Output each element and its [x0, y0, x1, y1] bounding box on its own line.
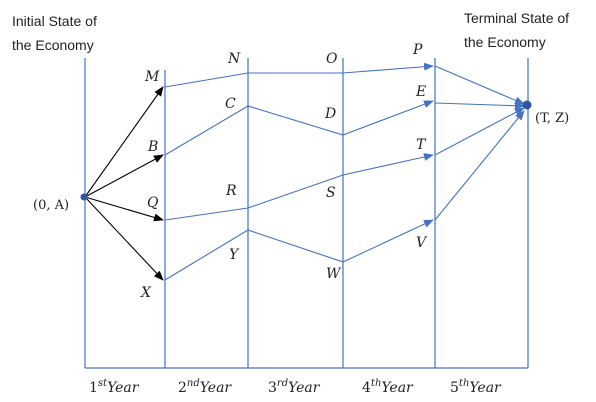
node-label-W: W: [326, 266, 342, 282]
node-label-P: P: [412, 42, 423, 58]
arrow-A-Q: [84, 196, 164, 222]
year-label-5: 5thYear: [450, 378, 502, 396]
arrow-E-Z: [434, 101, 525, 110]
terminal-caption-line-1: Terminal State of: [464, 10, 569, 26]
initial-caption-line-2: the Economy: [12, 37, 94, 53]
initial-arrows: [84, 86, 164, 281]
node-label-Y: Y: [229, 247, 240, 263]
year-label-1: 1stYear: [89, 378, 140, 396]
arrow-V-Z: [434, 110, 525, 221]
year-label-2: 2ndYear: [178, 378, 232, 396]
node-label-T: T: [416, 137, 427, 153]
path-B-C-D-E: [164, 100, 434, 156]
start-point: [80, 193, 88, 201]
node-label-N: N: [227, 51, 241, 67]
node-label-S: S: [326, 185, 336, 201]
terminal-caption-line-2: the Economy: [464, 34, 546, 50]
end-label: (T, Z): [535, 111, 569, 126]
arrow-A-B: [84, 154, 164, 198]
initial-caption-line-1: Initial State of: [12, 13, 97, 29]
path-X-Y-W-V: [164, 219, 434, 281]
arrow-A-X: [84, 196, 164, 281]
arrow-T-Z: [434, 107, 525, 156]
arrow-A-M: [84, 86, 164, 198]
path-M-N-O-P: [164, 62, 434, 88]
node-label-B: B: [147, 139, 158, 155]
node-label-V: V: [416, 235, 428, 251]
year-boundary-lines: [84, 58, 529, 368]
start-label: (0, A): [33, 198, 69, 213]
node-label-M: M: [144, 69, 160, 85]
node-label-O: O: [326, 51, 338, 67]
year-label-4: 4thYear: [362, 378, 414, 396]
end-point: [522, 100, 532, 110]
transition-arrows: [164, 62, 525, 281]
arrow-P-Z: [434, 65, 525, 105]
node-label-R: R: [225, 183, 237, 199]
node-label-D: D: [324, 106, 336, 122]
node-label-C: C: [225, 96, 236, 112]
node-label-X: X: [140, 285, 152, 301]
year-label-3: 3rdYear: [268, 378, 321, 396]
node-label-E: E: [415, 84, 426, 100]
path-Q-R-S-T: [164, 153, 434, 221]
node-label-Q: Q: [147, 195, 159, 211]
